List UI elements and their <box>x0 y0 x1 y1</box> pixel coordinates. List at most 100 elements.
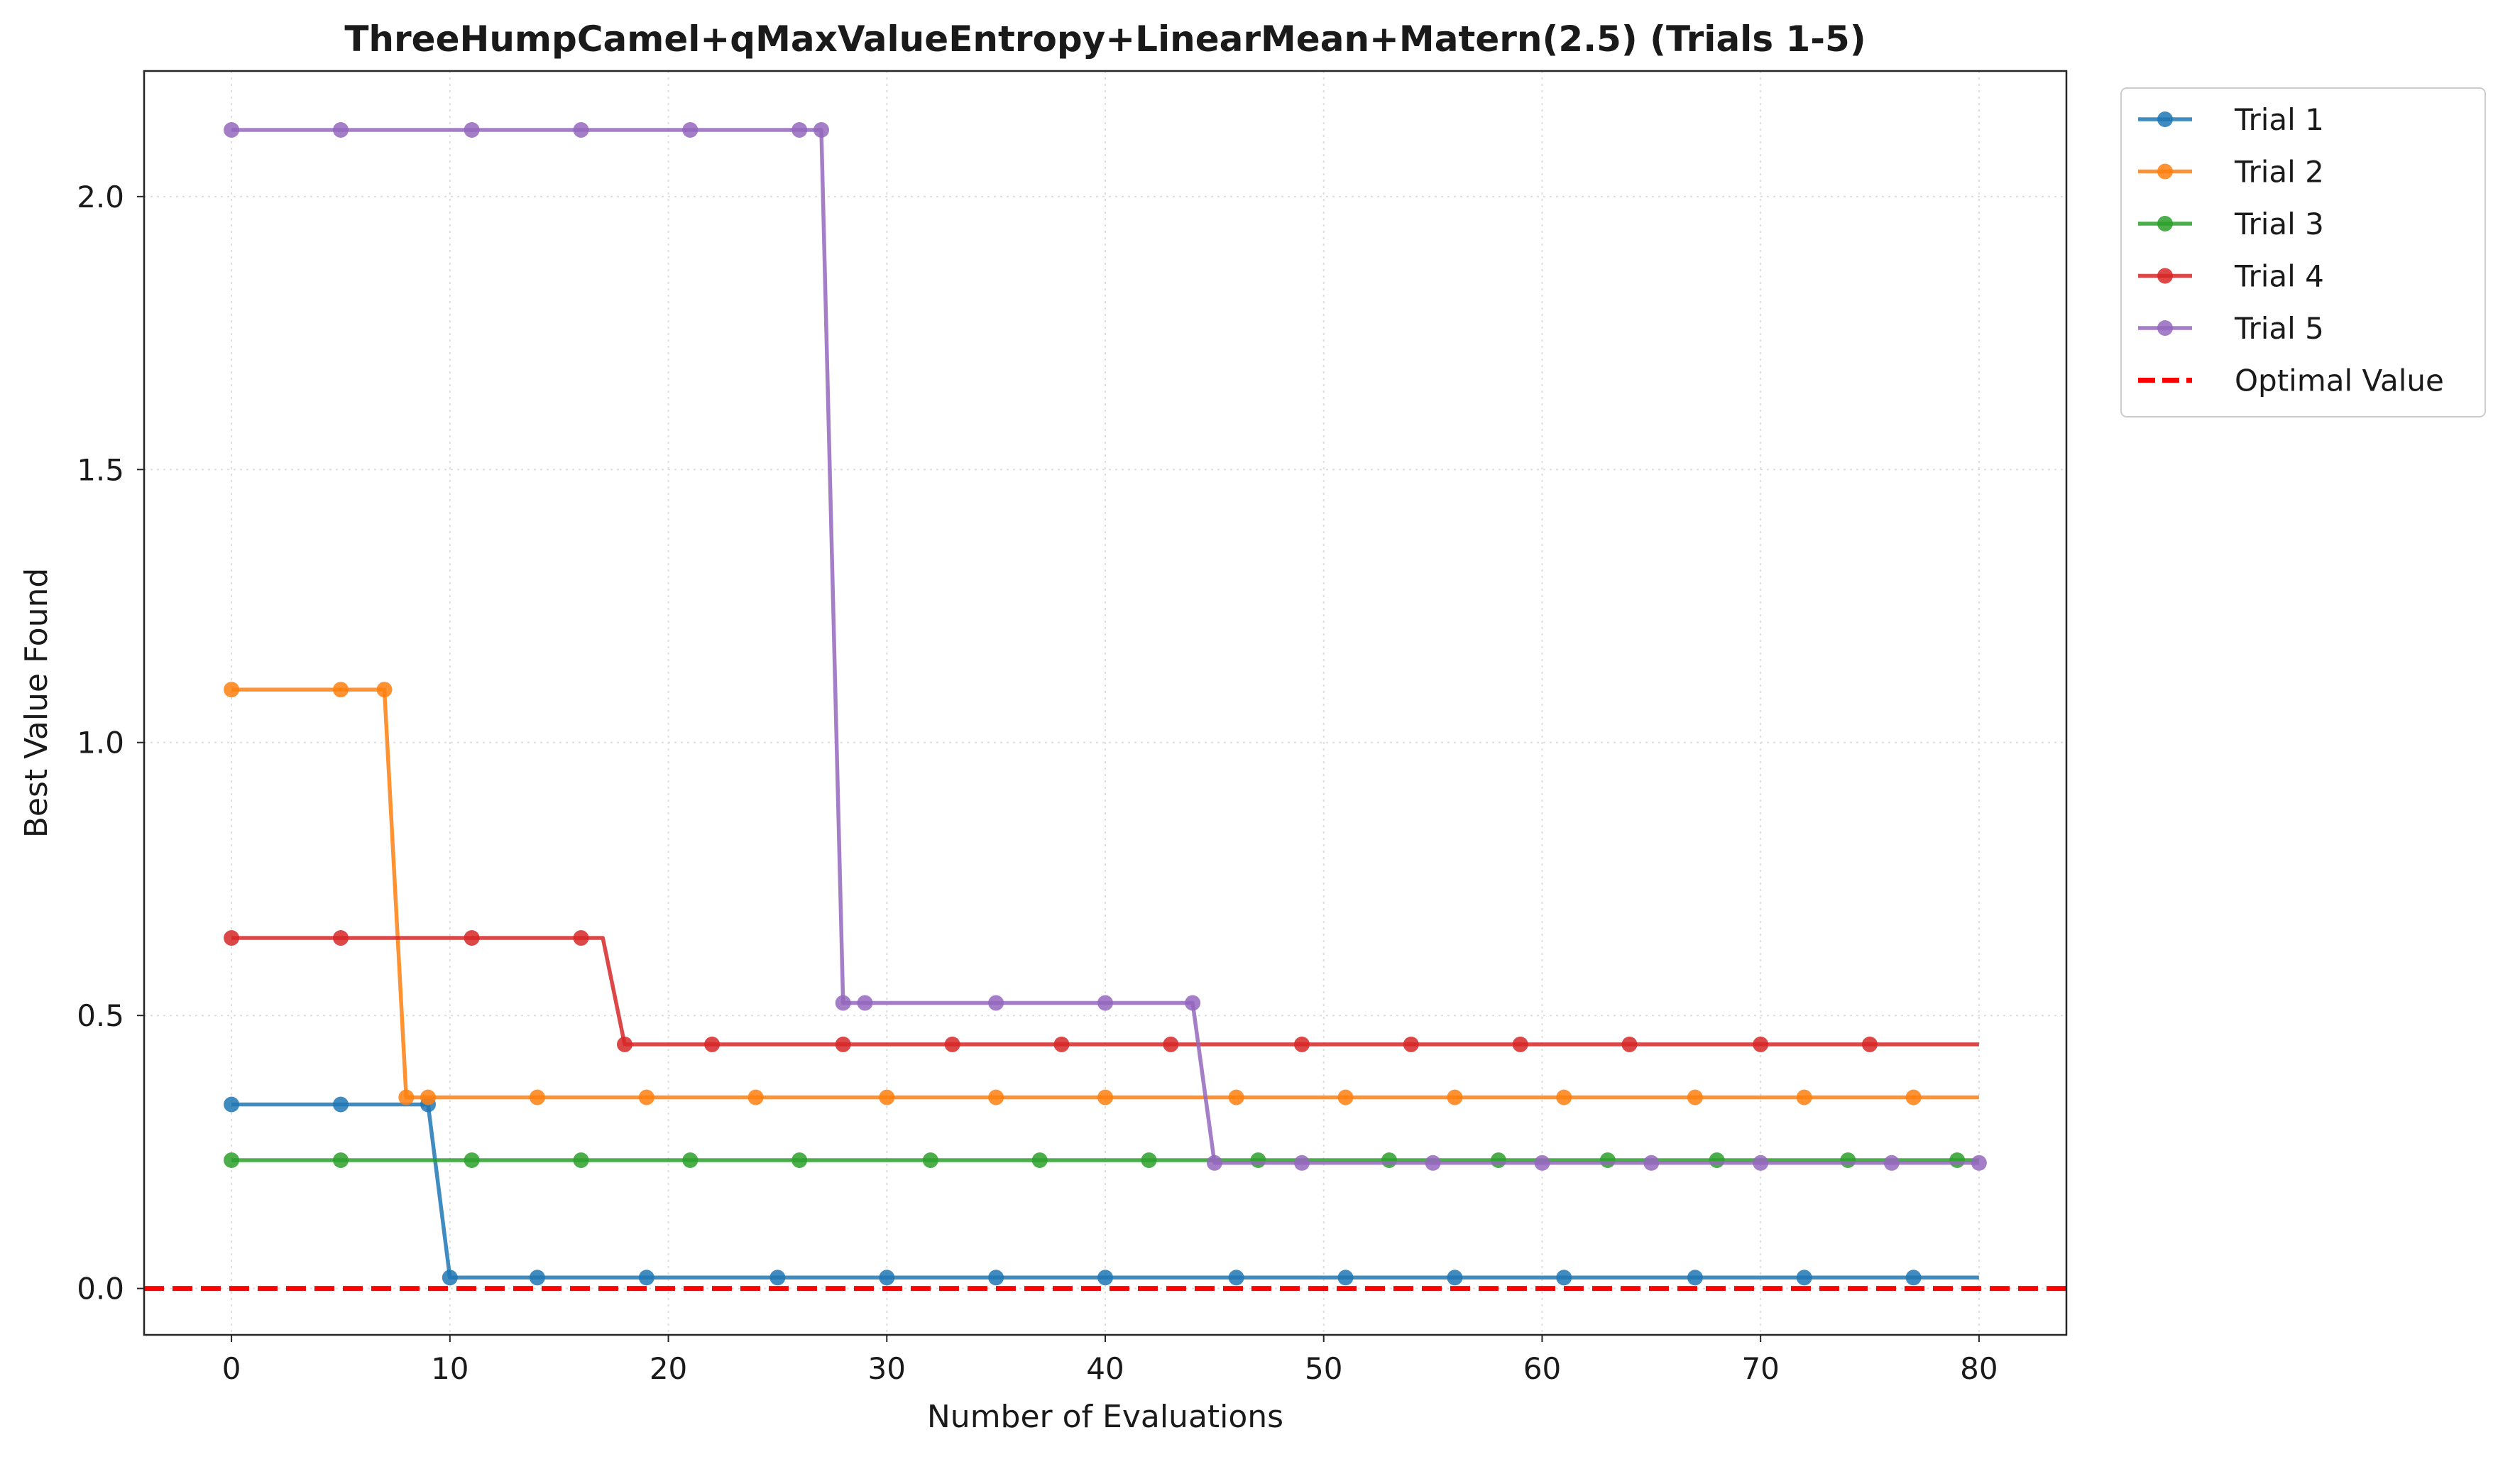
data-point <box>1294 1155 1310 1171</box>
series-trial-3 <box>224 1152 1979 1168</box>
x-axis-label: Number of Evaluations <box>927 1399 1283 1435</box>
data-point <box>1447 1270 1463 1286</box>
data-point <box>1228 1270 1244 1286</box>
x-tick-label: 50 <box>1305 1351 1342 1386</box>
data-point <box>1185 995 1201 1011</box>
data-point <box>1053 1036 1070 1052</box>
data-point <box>1709 1152 1725 1168</box>
data-point <box>988 995 1004 1011</box>
plot-area <box>144 71 2066 1335</box>
data-point <box>879 1089 895 1106</box>
legend-marker <box>2157 268 2173 284</box>
data-point <box>1556 1089 1572 1106</box>
y-axis-label: Best Value Found <box>18 568 55 839</box>
data-point <box>442 1270 458 1286</box>
data-point <box>529 1089 545 1106</box>
data-point <box>376 682 393 698</box>
y-tick-label: 0.5 <box>77 998 124 1033</box>
data-point <box>1687 1270 1703 1286</box>
data-point <box>573 1152 589 1168</box>
data-point <box>224 122 240 138</box>
legend: Trial 1 Trial 2 Trial 3 Trial 4 Trial 5 Optim… <box>2120 87 2486 418</box>
data-point <box>1862 1036 1878 1052</box>
data-point <box>1250 1152 1266 1168</box>
x-tick-label: 80 <box>1960 1351 1998 1386</box>
data-point <box>333 930 349 946</box>
series-group <box>224 122 1987 1286</box>
data-point <box>1534 1155 1550 1171</box>
data-point <box>333 682 349 698</box>
data-point <box>1556 1270 1572 1286</box>
series-trial-4 <box>224 930 1979 1052</box>
data-point <box>638 1089 654 1106</box>
data-point <box>1796 1270 1812 1286</box>
data-point <box>1883 1155 1900 1171</box>
data-point <box>1971 1155 1987 1171</box>
data-point <box>573 930 589 946</box>
data-point <box>813 122 829 138</box>
data-point <box>464 122 480 138</box>
data-point <box>1163 1036 1179 1052</box>
data-point <box>791 122 808 138</box>
data-point <box>1425 1155 1441 1171</box>
data-point <box>1905 1270 1922 1286</box>
data-point <box>333 122 349 138</box>
x-tick-label: 0 <box>222 1351 241 1386</box>
x-tick-label: 10 <box>431 1351 469 1386</box>
data-point <box>573 122 589 138</box>
x-tick-label: 20 <box>650 1351 687 1386</box>
data-point <box>224 1096 240 1113</box>
data-point <box>1381 1152 1397 1168</box>
legend-label: Optimal Value <box>2235 364 2444 398</box>
data-point <box>1031 1152 1048 1168</box>
data-point <box>398 1089 415 1106</box>
data-point <box>1949 1152 1966 1168</box>
data-point <box>704 1036 721 1052</box>
y-tick-label: 1.0 <box>77 726 124 760</box>
data-point <box>464 1152 480 1168</box>
x-axis-ticks: 0 10 20 30 40 50 60 70 80 <box>222 1335 1998 1386</box>
data-point <box>1228 1089 1244 1106</box>
data-point <box>835 1036 851 1052</box>
legend-marker <box>2157 320 2173 336</box>
data-point <box>747 1089 764 1106</box>
data-point <box>682 1152 699 1168</box>
y-tick-label: 2.0 <box>77 180 124 214</box>
data-point <box>1753 1036 1769 1052</box>
legend-label: Trial 2 <box>2234 155 2324 190</box>
y-tick-label: 0.0 <box>77 1272 124 1306</box>
data-point <box>769 1270 786 1286</box>
data-point <box>420 1089 436 1106</box>
legend-marker <box>2157 111 2173 127</box>
legend-label: Trial 1 <box>2234 102 2324 137</box>
series-trial-5 <box>224 122 1987 1171</box>
data-point <box>1599 1152 1616 1168</box>
data-point <box>1403 1036 1419 1052</box>
data-point <box>1840 1152 1856 1168</box>
series-line <box>231 128 1979 1165</box>
data-point <box>638 1270 654 1286</box>
data-point <box>791 1152 808 1168</box>
data-point <box>333 1096 349 1113</box>
series-line <box>231 687 1979 1100</box>
data-point <box>922 1152 938 1168</box>
data-point <box>988 1089 1004 1106</box>
data-point <box>1490 1152 1506 1168</box>
legend-marker <box>2157 216 2173 231</box>
data-point <box>1294 1036 1310 1052</box>
series-line <box>231 1102 1979 1280</box>
x-tick-label: 30 <box>868 1351 906 1386</box>
data-point <box>1753 1155 1769 1171</box>
data-point <box>988 1270 1004 1286</box>
data-point <box>682 122 699 138</box>
data-point <box>224 1152 240 1168</box>
data-point <box>1206 1155 1222 1171</box>
data-point <box>1337 1270 1354 1286</box>
data-point <box>617 1036 632 1052</box>
data-point <box>224 682 240 698</box>
data-point <box>857 995 873 1011</box>
legend-box <box>2120 87 2486 418</box>
data-point <box>1643 1155 1660 1171</box>
legend-marker <box>2157 163 2173 180</box>
